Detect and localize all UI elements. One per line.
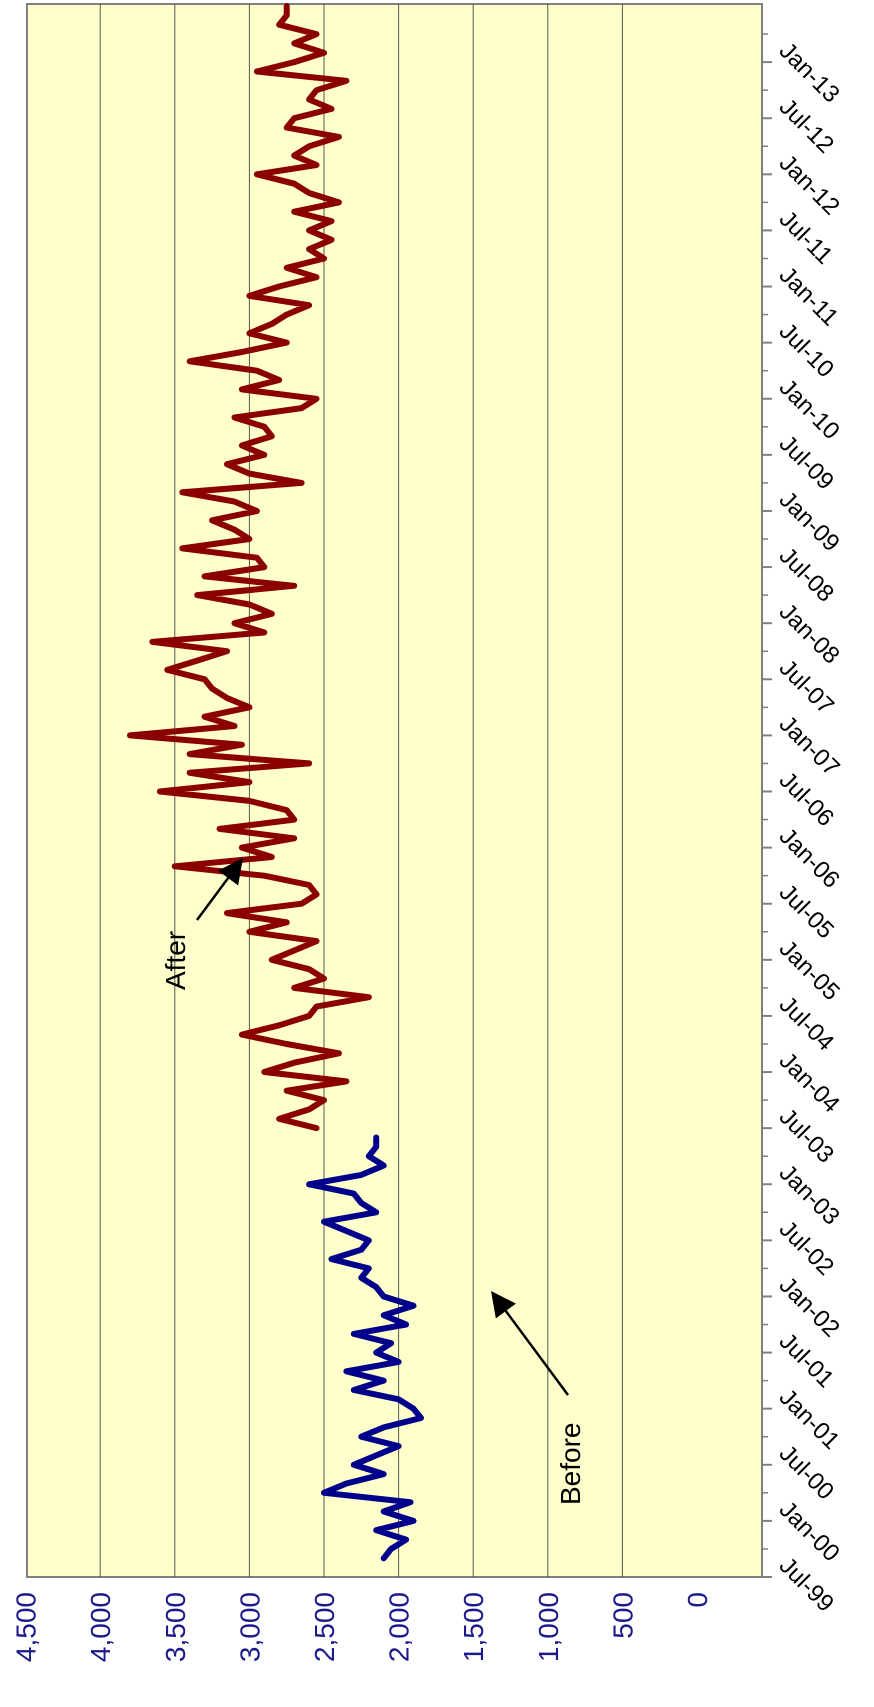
time-tick-label: Jan-09 <box>774 486 845 557</box>
data-series <box>127 3 424 1562</box>
annotation-before-label: Before <box>555 1423 586 1506</box>
value-tick-label: 4,500 <box>11 1592 42 1662</box>
time-tick-label: Jul-10 <box>774 318 839 383</box>
time-axis-labels: Jul-99Jan-00Jul-00Jan-01Jul-01Jan-02Jul-… <box>774 37 845 1617</box>
time-tick-label: Jan-00 <box>774 1496 845 1567</box>
time-tick-label: Jan-11 <box>774 262 844 332</box>
time-tick-label: Jan-04 <box>774 1047 845 1118</box>
value-tick-label: 1,000 <box>533 1592 564 1662</box>
gridlines <box>99 4 623 1577</box>
time-tick-label: Jan-03 <box>774 1159 845 1230</box>
time-tick-label: Jan-07 <box>774 711 845 782</box>
time-tick-label: Jan-12 <box>774 149 845 220</box>
time-tick-label: Jan-06 <box>774 823 845 894</box>
value-tick-label: 0 <box>682 1592 713 1608</box>
series-before-line <box>306 1134 424 1562</box>
time-tick-label: Jan-08 <box>774 598 845 669</box>
value-tick-label: 3,000 <box>234 1592 265 1662</box>
plot-area <box>26 3 763 1578</box>
annotation-after-arrow <box>195 857 243 921</box>
series-after-line <box>127 3 372 1132</box>
value-tick-label: 2,500 <box>309 1592 340 1662</box>
time-tick-label: Jan-10 <box>774 374 845 445</box>
value-tick-label: 500 <box>607 1592 638 1639</box>
annotations: After Before <box>160 857 586 1506</box>
value-axis-labels: 0 500 1,000 1,500 2,000 2,500 3,000 3,500 4,000 4… <box>11 1592 713 1662</box>
value-tick-label: 1,500 <box>458 1592 489 1662</box>
time-tick-label: Jan-02 <box>774 1272 845 1343</box>
time-axis-ticks <box>762 33 772 1578</box>
value-tick-label: 3,500 <box>160 1592 191 1662</box>
value-tick-label: 2,000 <box>384 1592 415 1662</box>
value-tick-label: 4,000 <box>85 1592 116 1662</box>
annotation-after-label: After <box>160 931 191 990</box>
time-tick-label: Jan-01 <box>774 1384 845 1455</box>
annotation-before-arrow <box>491 1290 570 1396</box>
time-tick-label: Jan-13 <box>774 37 845 108</box>
time-tick-label: Jan-05 <box>774 935 845 1006</box>
